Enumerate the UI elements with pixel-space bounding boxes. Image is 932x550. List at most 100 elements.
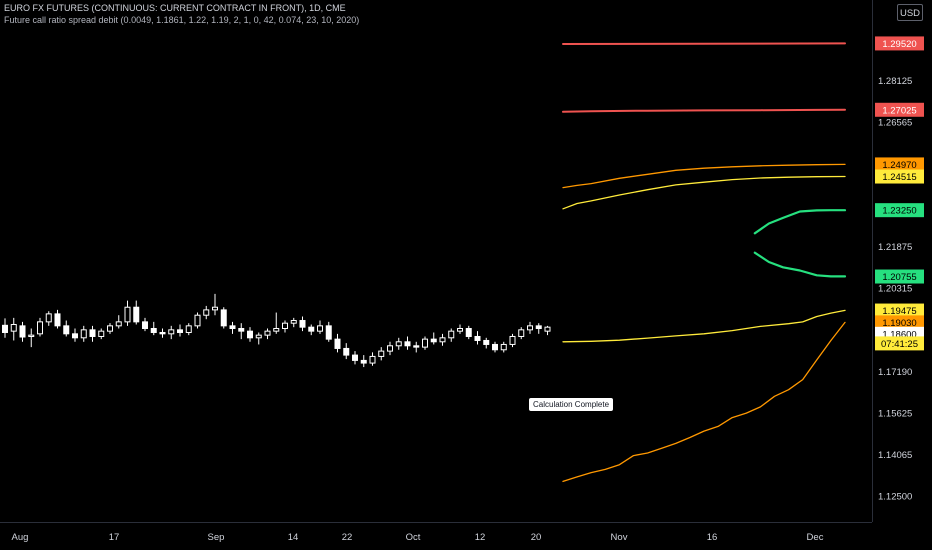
- candle-body: [413, 345, 420, 348]
- candle-body: [37, 321, 43, 335]
- price-tick-label: 1.14065: [878, 450, 912, 461]
- candle-body: [19, 325, 26, 338]
- candle-body: [45, 313, 52, 323]
- time-tick-label: Nov: [611, 532, 628, 543]
- price-axis[interactable]: 1.28125 1.26565 1.21875 1.20315 1.17190 1.156…: [878, 76, 912, 503]
- price-label-box: [875, 169, 924, 184]
- candle-body: [474, 335, 481, 341]
- candles-layer: [2, 293, 551, 368]
- time-tick-label: Sep: [208, 532, 225, 543]
- time-tick-label: 14: [288, 532, 299, 543]
- projection-line: [753, 251, 847, 278]
- projection-line: [562, 175, 846, 210]
- time-axis[interactable]: Aug 17 Sep 14 22 Oct 12 20 Nov 16 Dec: [12, 532, 824, 543]
- candle-body: [465, 328, 472, 337]
- candle-body: [255, 334, 262, 339]
- candle-body: [422, 338, 428, 348]
- candle-body: [220, 309, 227, 327]
- candle-body: [54, 313, 61, 327]
- price-label-text: 1.24515: [882, 172, 916, 183]
- study-legend[interactable]: Future call ratio spread debit (0.0049, …: [4, 15, 360, 25]
- candle-body: [72, 333, 78, 339]
- candle-body: [229, 325, 236, 330]
- price-label-text: 1.19030: [882, 318, 916, 329]
- price-tick-label: 1.17190: [878, 367, 912, 378]
- candle-body: [500, 343, 507, 351]
- candle-body: [352, 354, 358, 361]
- candle-body: [203, 309, 210, 316]
- price-label-text: 1.23250: [882, 206, 916, 217]
- projection-line: [562, 108, 846, 113]
- candle-body: [290, 320, 297, 324]
- candle-body: [98, 330, 105, 337]
- candle-body: [439, 337, 446, 343]
- candle-body: [395, 341, 402, 347]
- candle-body: [317, 325, 323, 332]
- price-label-box: [875, 36, 924, 51]
- projection-line: [562, 163, 846, 189]
- price-label-text: 1.29520: [882, 39, 916, 50]
- price-tick-label: 1.12500: [878, 492, 912, 503]
- candle-body: [535, 325, 542, 330]
- candle-body: [124, 306, 131, 323]
- candle-body: [518, 329, 525, 337]
- price-label-text: 1.18600: [882, 329, 916, 340]
- candle-body: [212, 306, 218, 311]
- candle-body: [273, 328, 280, 332]
- time-tick-label: Aug: [12, 532, 29, 543]
- price-label-box: [875, 336, 924, 351]
- candle-body: [527, 325, 533, 331]
- projection-line: [753, 209, 847, 235]
- candle-body: [28, 334, 35, 337]
- time-tick-label: 20: [531, 532, 542, 543]
- candle-body: [133, 306, 140, 323]
- candle-body: [509, 335, 516, 345]
- candle-body: [299, 320, 306, 328]
- candle-body: [115, 321, 122, 327]
- price-label-text: 1.27025: [882, 105, 916, 116]
- price-tick-label: 1.21875: [878, 242, 912, 253]
- candle-body: [63, 325, 70, 335]
- candle-body: [457, 328, 463, 332]
- candle-body: [142, 321, 148, 330]
- candle-body: [2, 324, 8, 333]
- candle-body: [544, 326, 551, 332]
- candle-body: [492, 343, 498, 351]
- price-label-text: 07:41:25: [881, 339, 918, 350]
- time-tick-label: 12: [475, 532, 486, 543]
- candle-body: [80, 329, 87, 339]
- price-tick-label: 1.20315: [878, 284, 912, 295]
- currency-button[interactable]: USD: [897, 4, 923, 21]
- chart-title: EURO FX FUTURES (CONTINUOUS: CURRENT CON…: [4, 3, 346, 13]
- projection-line: [562, 309, 846, 343]
- price-label-box: [875, 315, 924, 330]
- time-tick-label: Oct: [406, 532, 421, 543]
- candle-body: [177, 329, 183, 333]
- price-label-box: [875, 203, 924, 218]
- price-tick-label: 1.15625: [878, 408, 912, 419]
- price-label-text: 1.20755: [882, 272, 916, 283]
- candle-body: [185, 325, 192, 333]
- price-label-text: 1.19475: [882, 306, 916, 317]
- candle-body: [325, 325, 332, 340]
- candle-body: [360, 359, 367, 364]
- projection-line: [562, 42, 846, 45]
- candle-body: [150, 328, 157, 333]
- candle-body: [282, 322, 288, 330]
- price-label-box: [875, 303, 924, 318]
- candle-body: [10, 324, 17, 332]
- candle-body: [343, 347, 350, 356]
- candle-body: [194, 314, 201, 327]
- calculation-tooltip: Calculation Complete: [529, 398, 614, 411]
- price-label-text: 1.24970: [882, 160, 916, 171]
- candle-body: [159, 331, 166, 335]
- candle-body: [448, 330, 455, 339]
- candle-body: [378, 350, 385, 357]
- candle-body: [107, 325, 113, 332]
- time-tick-label: 17: [109, 532, 120, 543]
- candle-body: [89, 329, 96, 337]
- projection-line: [562, 321, 846, 483]
- time-tick-label: Dec: [807, 532, 824, 543]
